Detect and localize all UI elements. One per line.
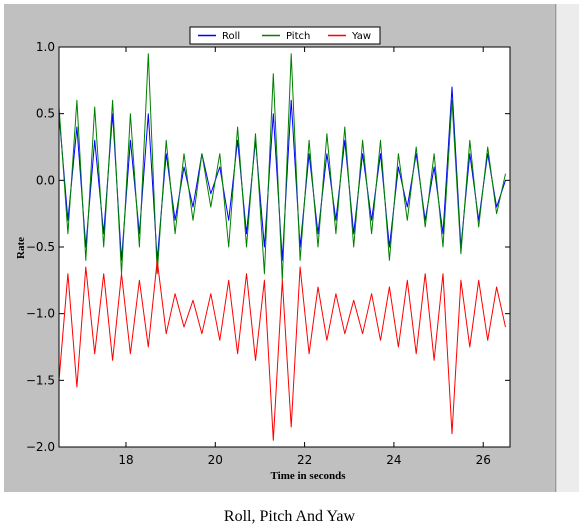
- figure-caption: Roll, Pitch And Yaw: [223, 508, 356, 525]
- legend: Roll Pitch Yaw: [189, 26, 381, 45]
- series-line-roll: [58, 86, 506, 261]
- x-tick-label: 26: [476, 453, 491, 467]
- plot-area: [59, 47, 510, 447]
- x-axis: 18 20 22 24 26: [118, 47, 491, 467]
- legend-label-pitch: Pitch: [286, 31, 310, 42]
- y-tick-label: −0.5: [26, 240, 55, 254]
- x-tick-label: 22: [297, 453, 312, 467]
- y-axis: −2.0 −1.5 −1.0 −0.5 0.0 0.5 1.0: [26, 40, 510, 454]
- x-tick-label: 24: [386, 453, 401, 467]
- y-tick-label: 0.0: [36, 173, 55, 187]
- series-line-yaw: [58, 259, 506, 441]
- x-tick-label: 18: [118, 453, 133, 467]
- x-axis-title: Time in seconds: [271, 470, 347, 482]
- line-chart: 18 20 22 24 26 −2.0 −1.5 −1.0 −0.5 0.0 0.5 1.0 Tim…: [15, 26, 511, 482]
- legend-label-yaw: Yaw: [351, 31, 371, 42]
- y-tick-label: −2.0: [26, 440, 55, 454]
- y-tick-label: −1.5: [26, 373, 55, 387]
- y-tick-label: −1.0: [26, 307, 55, 321]
- legend-label-roll: Roll: [222, 31, 240, 42]
- legend-box: [189, 26, 381, 45]
- y-axis-title: Rate: [15, 237, 27, 259]
- x-tick-label: 20: [208, 453, 223, 467]
- series-layer: [58, 53, 506, 441]
- y-tick-label: 0.5: [36, 107, 55, 121]
- y-tick-label: 1.0: [36, 40, 55, 54]
- window-edge-strip: [556, 4, 579, 492]
